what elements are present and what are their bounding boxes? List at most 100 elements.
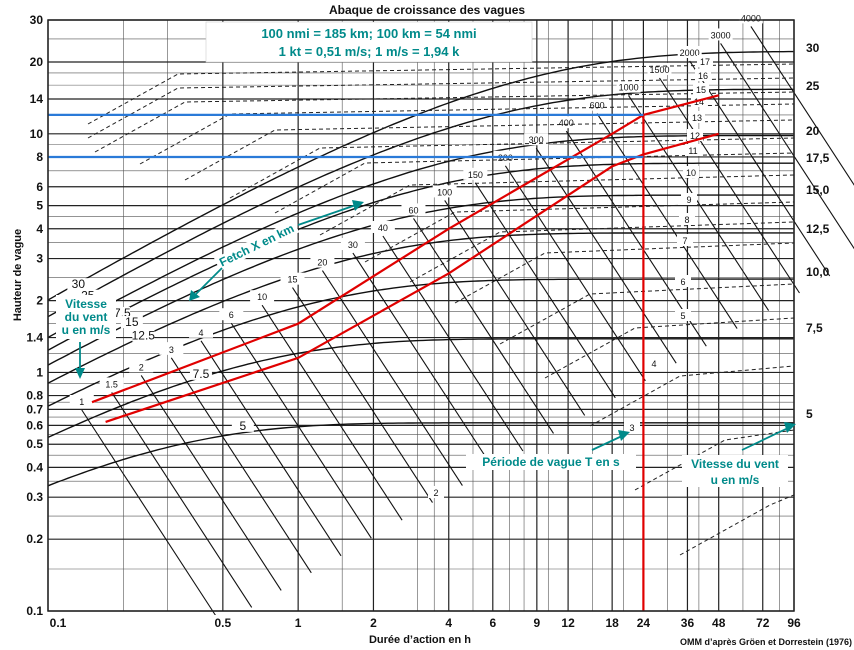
- y-axis-label: Hauteur de vague: [12, 229, 24, 321]
- period-note-text: Période de vague T en s: [482, 455, 620, 469]
- fetch-arrow-down-head: [189, 290, 200, 301]
- period-curve: [87, 63, 795, 125]
- fetch-label-bg: [189, 325, 214, 338]
- fetch-line: [261, 304, 403, 521]
- wind-right-arrow-head: [784, 422, 796, 433]
- wind-label-left: 30: [72, 277, 86, 291]
- fetch-label: 1000: [619, 83, 639, 93]
- x-tick-label: 4: [445, 616, 452, 630]
- wind-label-right: 20: [806, 124, 820, 138]
- period-label: 7: [682, 236, 687, 246]
- fetch-label: 15: [288, 275, 298, 285]
- period-note-bg: [466, 454, 636, 470]
- fetch-label-bg: [219, 308, 244, 321]
- x-tick-label: 2: [370, 616, 377, 630]
- fetch-label: 10: [257, 292, 267, 302]
- fetch-arrow-up-head: [352, 200, 364, 211]
- wind-curve: [47, 422, 794, 487]
- wind-label-bg: [231, 419, 254, 432]
- period-curve: [364, 201, 795, 263]
- fetch-label-bg: [99, 377, 124, 390]
- wind-left-arrow-head: [75, 368, 85, 379]
- fetch-label-bg: [708, 28, 733, 41]
- conversion-line-1: 100 nmi = 185 km; 100 km = 54 nmi: [261, 26, 476, 41]
- fetch-label: 1: [79, 397, 84, 407]
- wind-right-line-2: u en m/s: [711, 473, 760, 487]
- conversion-box: [205, 21, 533, 63]
- highlight-line: [105, 132, 719, 423]
- period-curves: 2 3 4 5 6 7 8 9 10 11 12 13 14 15 16 17: [87, 55, 795, 556]
- fetch-label-bg: [250, 290, 275, 303]
- fetch-line: [750, 26, 854, 186]
- fetch-line: [111, 392, 253, 608]
- wind-left-line-2: du vent: [65, 310, 108, 324]
- wind-label-bg: [120, 316, 143, 329]
- period-label-bg: [646, 357, 662, 369]
- y-tick-label: 30: [30, 13, 44, 27]
- period-label: 16: [698, 71, 708, 81]
- x-tick-bg: [749, 615, 776, 629]
- wind-curve: [47, 50, 794, 301]
- period-label-bg: [687, 129, 703, 141]
- fetch-label: 4: [199, 328, 204, 338]
- fetch-label: 4000: [741, 13, 761, 23]
- period-label-bg: [675, 275, 691, 287]
- period-label: 9: [686, 195, 691, 205]
- fetch-line: [81, 409, 223, 626]
- x-tick-label: 48: [712, 616, 726, 630]
- wind-label-left: 5: [240, 419, 247, 433]
- period-label-bg: [677, 234, 693, 246]
- period-label: 5: [680, 311, 685, 321]
- period-curve: [319, 174, 795, 236]
- wind-right-line-1: Vitesse du vent: [691, 457, 779, 471]
- y-tick-label: 0.5: [26, 437, 43, 451]
- wind-curve: [47, 162, 794, 351]
- period-curve: [454, 242, 795, 304]
- y-tick-label: 0.2: [26, 532, 43, 546]
- x-tick-label: 6: [489, 616, 496, 630]
- fetch-label: 1.5: [105, 379, 118, 389]
- fetch-label: 300: [529, 135, 544, 145]
- period-label-bg: [428, 486, 444, 498]
- y-tick-label: 0.3: [26, 490, 43, 504]
- plot-frame: [47, 19, 795, 612]
- fetch-line: [628, 95, 770, 311]
- period-label: 13: [692, 113, 702, 123]
- period-label-bg: [689, 111, 705, 123]
- period-curve: [139, 103, 795, 165]
- fetch-label-bg: [370, 220, 395, 233]
- fetch-line: [504, 165, 646, 382]
- fetch-line: [352, 252, 494, 469]
- x-tick-bg: [674, 615, 701, 629]
- period-curve: [184, 119, 795, 181]
- x-tick-bg: [705, 615, 732, 629]
- x-axis-label: Durée d’action en h: [369, 634, 471, 646]
- fetch-label: 600: [590, 101, 605, 111]
- wind-right-arrow: [741, 427, 789, 451]
- wind-curve: [47, 88, 794, 318]
- period-label: 12: [690, 131, 700, 141]
- period-label: 8: [684, 215, 689, 225]
- y-tick-label: 20: [30, 55, 44, 69]
- period-label: 4: [651, 359, 656, 369]
- wind-left-note-bg: [56, 295, 116, 339]
- y-tick-label: 0.4: [26, 460, 43, 474]
- y-tick-label: 0.1: [26, 604, 43, 618]
- fetch-label-bg: [554, 116, 579, 129]
- fetch-line: [140, 375, 282, 591]
- fetch-label-bg: [69, 395, 94, 407]
- y-tick-label: 8: [36, 150, 43, 164]
- period-label: 6: [680, 277, 685, 287]
- x-tick-label: 96: [787, 616, 801, 630]
- period-label-bg: [624, 421, 640, 433]
- fetch-label: 2: [139, 362, 144, 372]
- wind-right-note-bg: [682, 455, 788, 487]
- fetch-label: 30: [348, 240, 358, 250]
- period-arrow: [591, 435, 623, 451]
- y-tick-label: 0.6: [26, 418, 43, 432]
- x-tick-label: 72: [756, 616, 770, 630]
- fetch-label: 3: [169, 345, 174, 355]
- fetch-line: [444, 200, 586, 416]
- y-tick-label: 2: [36, 294, 43, 308]
